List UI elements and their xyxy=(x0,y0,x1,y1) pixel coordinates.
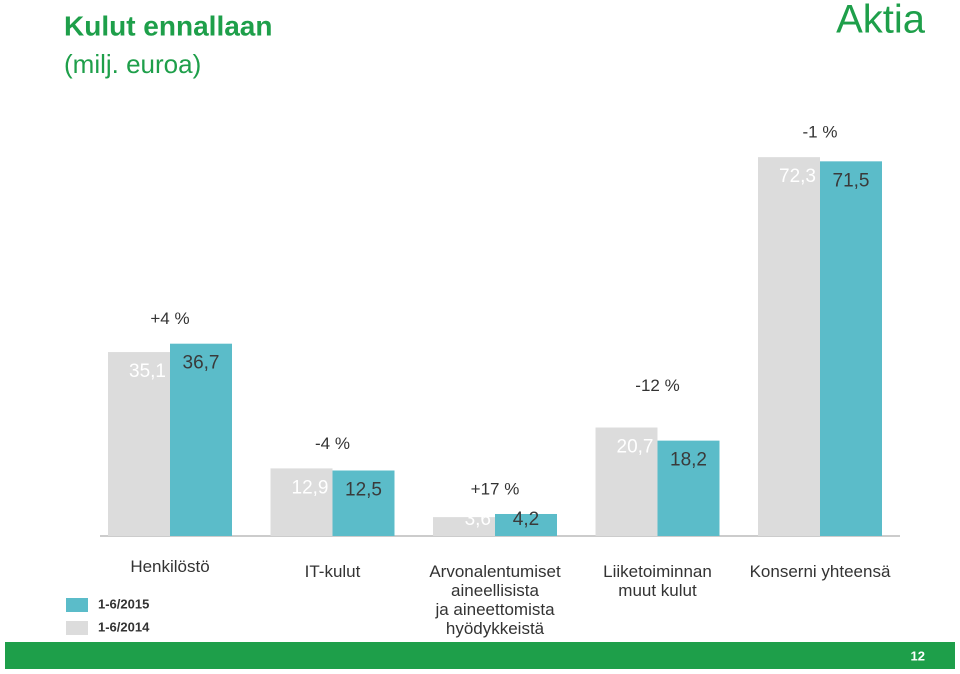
legend-label: 1-6/2015 xyxy=(98,596,149,611)
value-label: 4,2 xyxy=(513,509,539,530)
value-label: 20,7 xyxy=(617,437,654,458)
bar xyxy=(270,468,333,536)
value-label: 12,9 xyxy=(292,477,329,498)
bar xyxy=(657,440,720,536)
value-label: 71,5 xyxy=(833,170,870,191)
footer-bar xyxy=(5,642,955,669)
category-label: Liiketoiminnan muut kulut xyxy=(603,562,712,600)
legend-swatch xyxy=(66,621,88,635)
value-label: 36,7 xyxy=(183,353,220,374)
page-number: 12 xyxy=(911,648,925,663)
bar xyxy=(595,427,658,536)
chart-title: Kulut ennallaan xyxy=(64,10,272,41)
bar xyxy=(495,513,557,536)
value-label: 35,1 xyxy=(129,361,166,382)
category-label: Konserni yhteensä xyxy=(749,562,891,581)
change-annotation: -12 % xyxy=(635,376,679,395)
bar xyxy=(820,161,882,536)
change-annotation: +17 % xyxy=(471,479,520,498)
logo: Aktia xyxy=(836,0,926,42)
category-label: Henkilöstö xyxy=(130,557,210,576)
change-annotation: -1 % xyxy=(803,123,838,142)
chart-subtitle: (milj. euroa) xyxy=(64,49,201,79)
value-label: 72,3 xyxy=(779,166,816,187)
value-label: 18,2 xyxy=(670,450,707,471)
category-label: IT-kulut xyxy=(304,562,361,581)
bar xyxy=(332,470,395,536)
value-label: 3,6 xyxy=(465,509,491,530)
bar xyxy=(758,157,820,536)
bar xyxy=(170,343,232,536)
change-annotation: -4 % xyxy=(315,434,350,453)
legend-swatch xyxy=(66,598,88,612)
bar xyxy=(433,517,495,536)
category-label: Arvonalentumiset aineellisista ja aineet… xyxy=(429,562,561,638)
bar xyxy=(108,352,170,536)
value-label: 12,5 xyxy=(345,480,382,501)
change-annotation: +4 % xyxy=(150,309,189,328)
legend-label: 1-6/2014 xyxy=(98,619,150,634)
